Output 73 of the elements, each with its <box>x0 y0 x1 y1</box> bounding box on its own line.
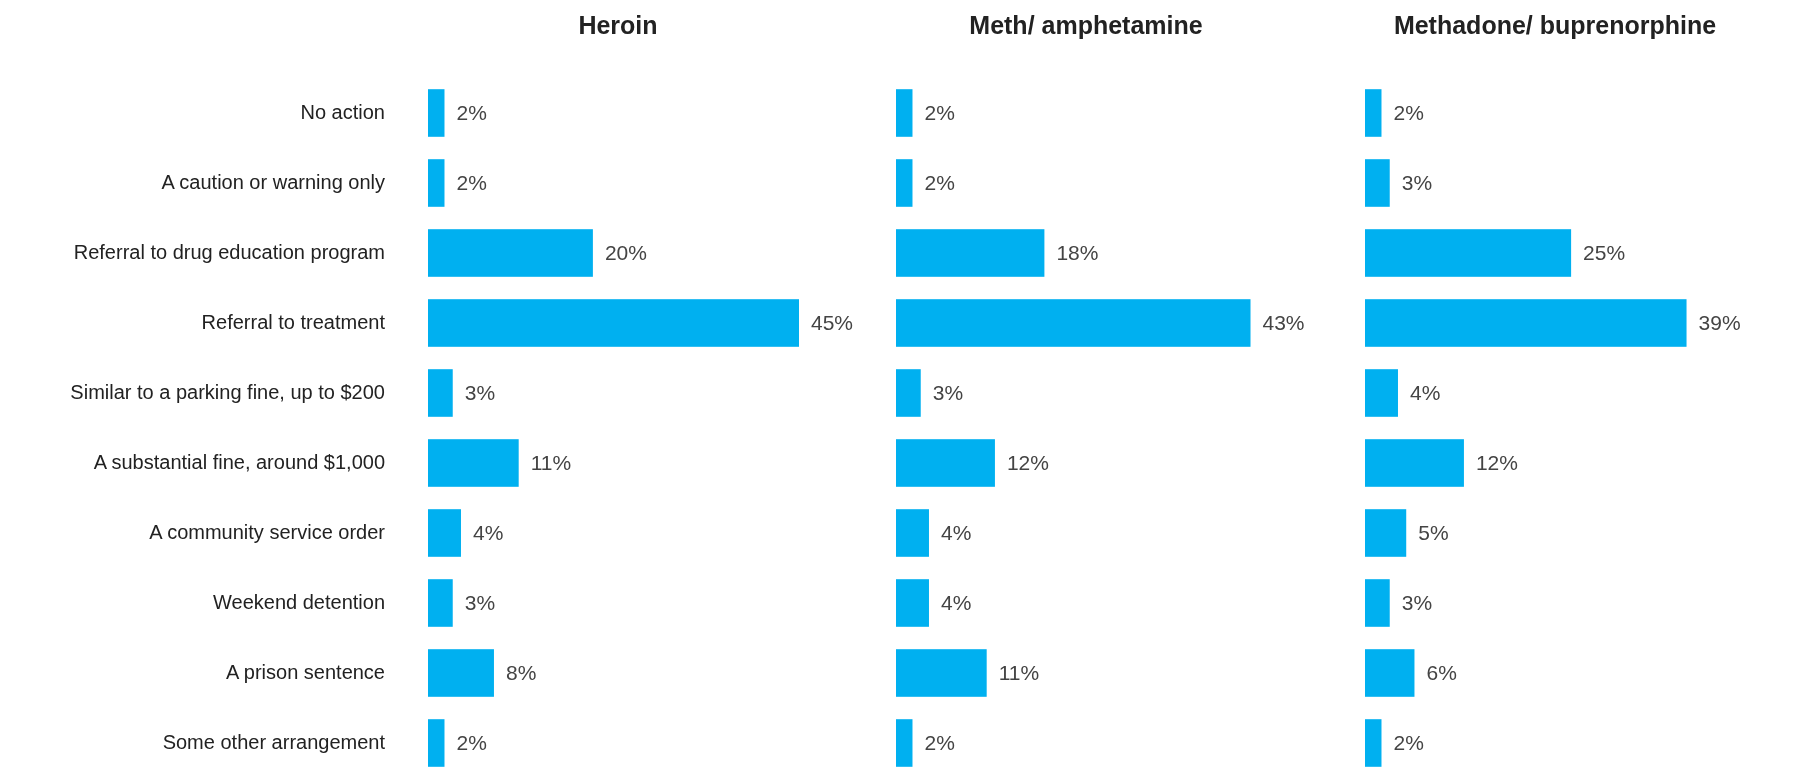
data-label: 2% <box>924 171 955 195</box>
bar <box>428 229 593 277</box>
y-tick-label: A community service order <box>149 521 386 544</box>
bar <box>896 229 1045 277</box>
y-tick-label: A prison sentence <box>226 661 385 684</box>
data-label: 6% <box>1426 661 1457 685</box>
y-tick-label: Some other arrangement <box>162 731 386 754</box>
y-tick-label: Similar to a parking fine, up to $200 <box>70 381 385 404</box>
bar <box>428 369 453 417</box>
y-tick-label: Referral to drug education program <box>73 241 385 264</box>
bar <box>428 509 461 557</box>
bar <box>1365 229 1572 277</box>
bar <box>1365 369 1398 417</box>
data-label: 5% <box>1418 521 1449 545</box>
bar <box>428 159 445 207</box>
data-label: 2% <box>456 101 487 125</box>
data-label: 25% <box>1583 241 1626 265</box>
bar <box>896 579 929 627</box>
y-tick-label: Weekend detention <box>213 591 385 614</box>
bar <box>1365 439 1464 487</box>
data-label: 2% <box>456 731 487 755</box>
data-label: 3% <box>464 381 496 405</box>
bar <box>896 719 913 767</box>
bar <box>896 439 995 487</box>
data-label: 4% <box>1409 381 1441 405</box>
bar <box>428 649 494 697</box>
y-tick-label: Referral to treatment <box>201 311 386 334</box>
data-label: 39% <box>1698 311 1741 335</box>
data-label: 3% <box>1401 171 1433 195</box>
chart-title: Meth/ amphetamine <box>969 11 1203 39</box>
data-label: 12% <box>1475 451 1518 475</box>
bar <box>896 89 913 137</box>
data-label: 2% <box>1393 731 1424 755</box>
bar <box>896 649 987 697</box>
data-label: 8% <box>505 661 537 685</box>
data-label: 12% <box>1006 451 1049 475</box>
data-label: 3% <box>1401 591 1433 615</box>
data-label: 11% <box>998 661 1040 685</box>
bar <box>428 579 453 627</box>
bar <box>896 369 921 417</box>
bar <box>1365 649 1415 697</box>
y-tick-label: A caution or warning only <box>161 171 385 194</box>
bar <box>896 509 929 557</box>
data-label: 45% <box>811 311 854 335</box>
y-tick-label: A substantial fine, around $1,000 <box>93 451 385 474</box>
data-label: 4% <box>940 591 972 615</box>
bar <box>428 439 519 487</box>
data-label: 43% <box>1262 311 1305 335</box>
chart-title: Heroin <box>578 11 658 39</box>
data-label: 20% <box>604 241 647 265</box>
bar <box>1365 299 1687 347</box>
data-label: 3% <box>932 381 964 405</box>
data-label: 2% <box>924 101 955 125</box>
data-label: 2% <box>924 731 955 755</box>
data-label: 4% <box>472 521 504 545</box>
bar <box>1365 719 1382 767</box>
bar <box>1365 509 1407 557</box>
data-label: 2% <box>1393 101 1424 125</box>
bar <box>896 159 913 207</box>
bar <box>896 299 1251 347</box>
data-label: 3% <box>464 591 496 615</box>
data-label: 11% <box>530 451 572 475</box>
data-label: 2% <box>456 171 487 195</box>
bar <box>1365 579 1390 627</box>
bar <box>428 89 445 137</box>
bar <box>1365 89 1382 137</box>
y-tick-label: No action <box>300 101 385 124</box>
chart-title: Methadone/ buprenorphine <box>1393 11 1717 39</box>
bar <box>428 299 799 347</box>
bar <box>1365 159 1390 207</box>
data-label: 18% <box>1056 241 1099 265</box>
bar <box>428 719 445 767</box>
data-label: 4% <box>940 521 972 545</box>
